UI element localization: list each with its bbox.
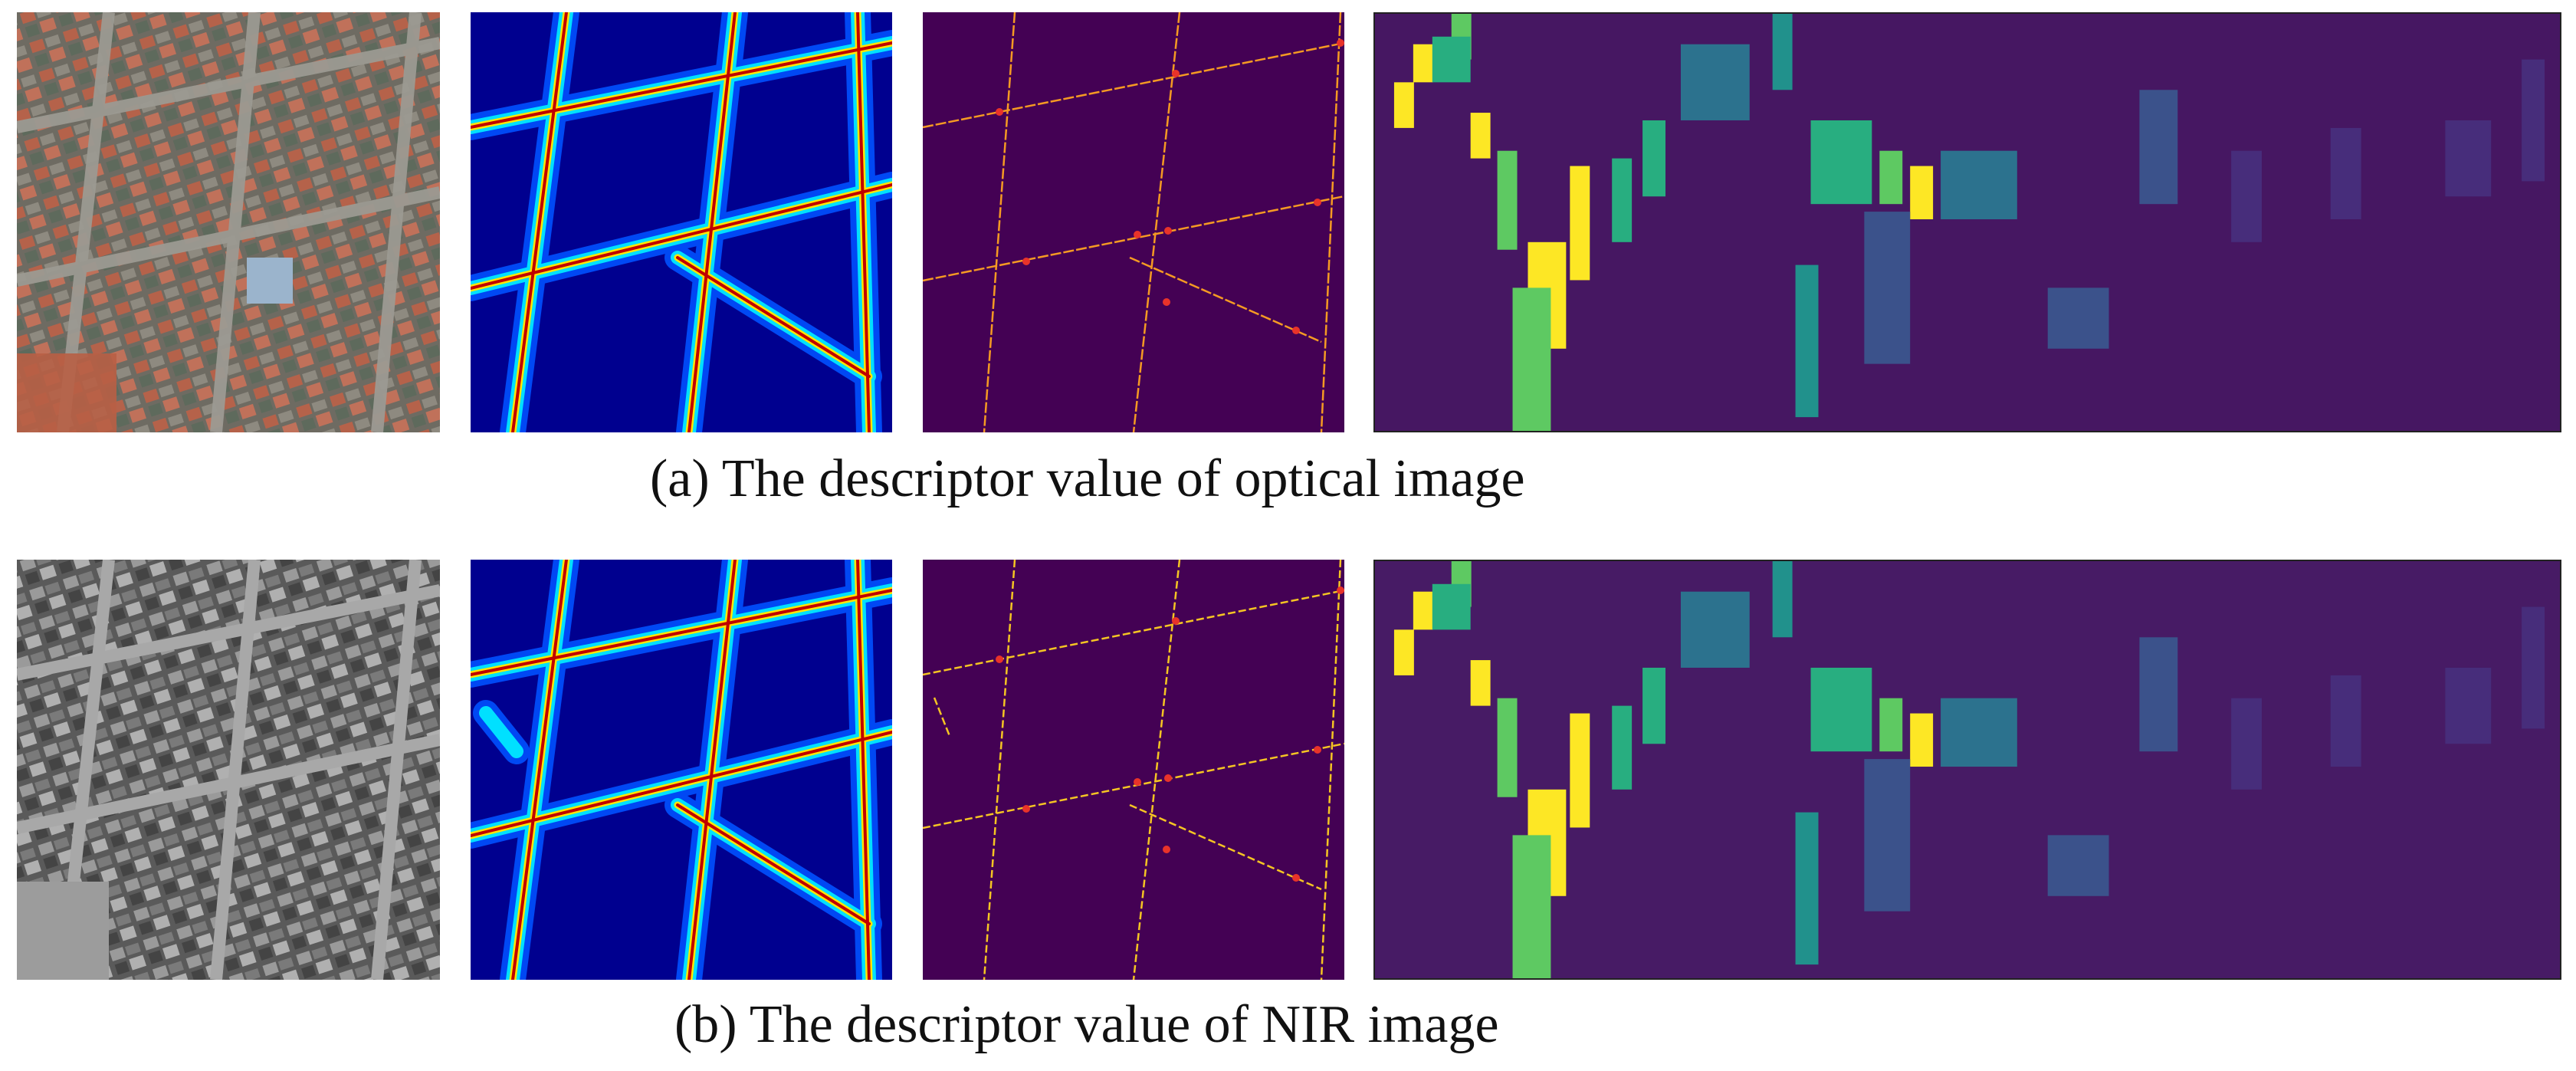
nir-descriptor-heatmap xyxy=(1373,560,2561,980)
caption-nir: (b) The descriptor value of NIR image xyxy=(674,995,1499,1054)
optical-aerial-image xyxy=(17,12,440,432)
caption-optical: (a) The descriptor value of optical imag… xyxy=(650,449,1525,508)
optical-descriptor-heatmap xyxy=(1373,12,2561,432)
nir-road-mask-image xyxy=(923,560,1344,980)
optical-heatmap-image xyxy=(471,12,892,432)
nir-heatmap-image xyxy=(471,560,892,980)
nir-aerial-image xyxy=(17,560,440,980)
optical-road-mask-image xyxy=(923,12,1344,432)
